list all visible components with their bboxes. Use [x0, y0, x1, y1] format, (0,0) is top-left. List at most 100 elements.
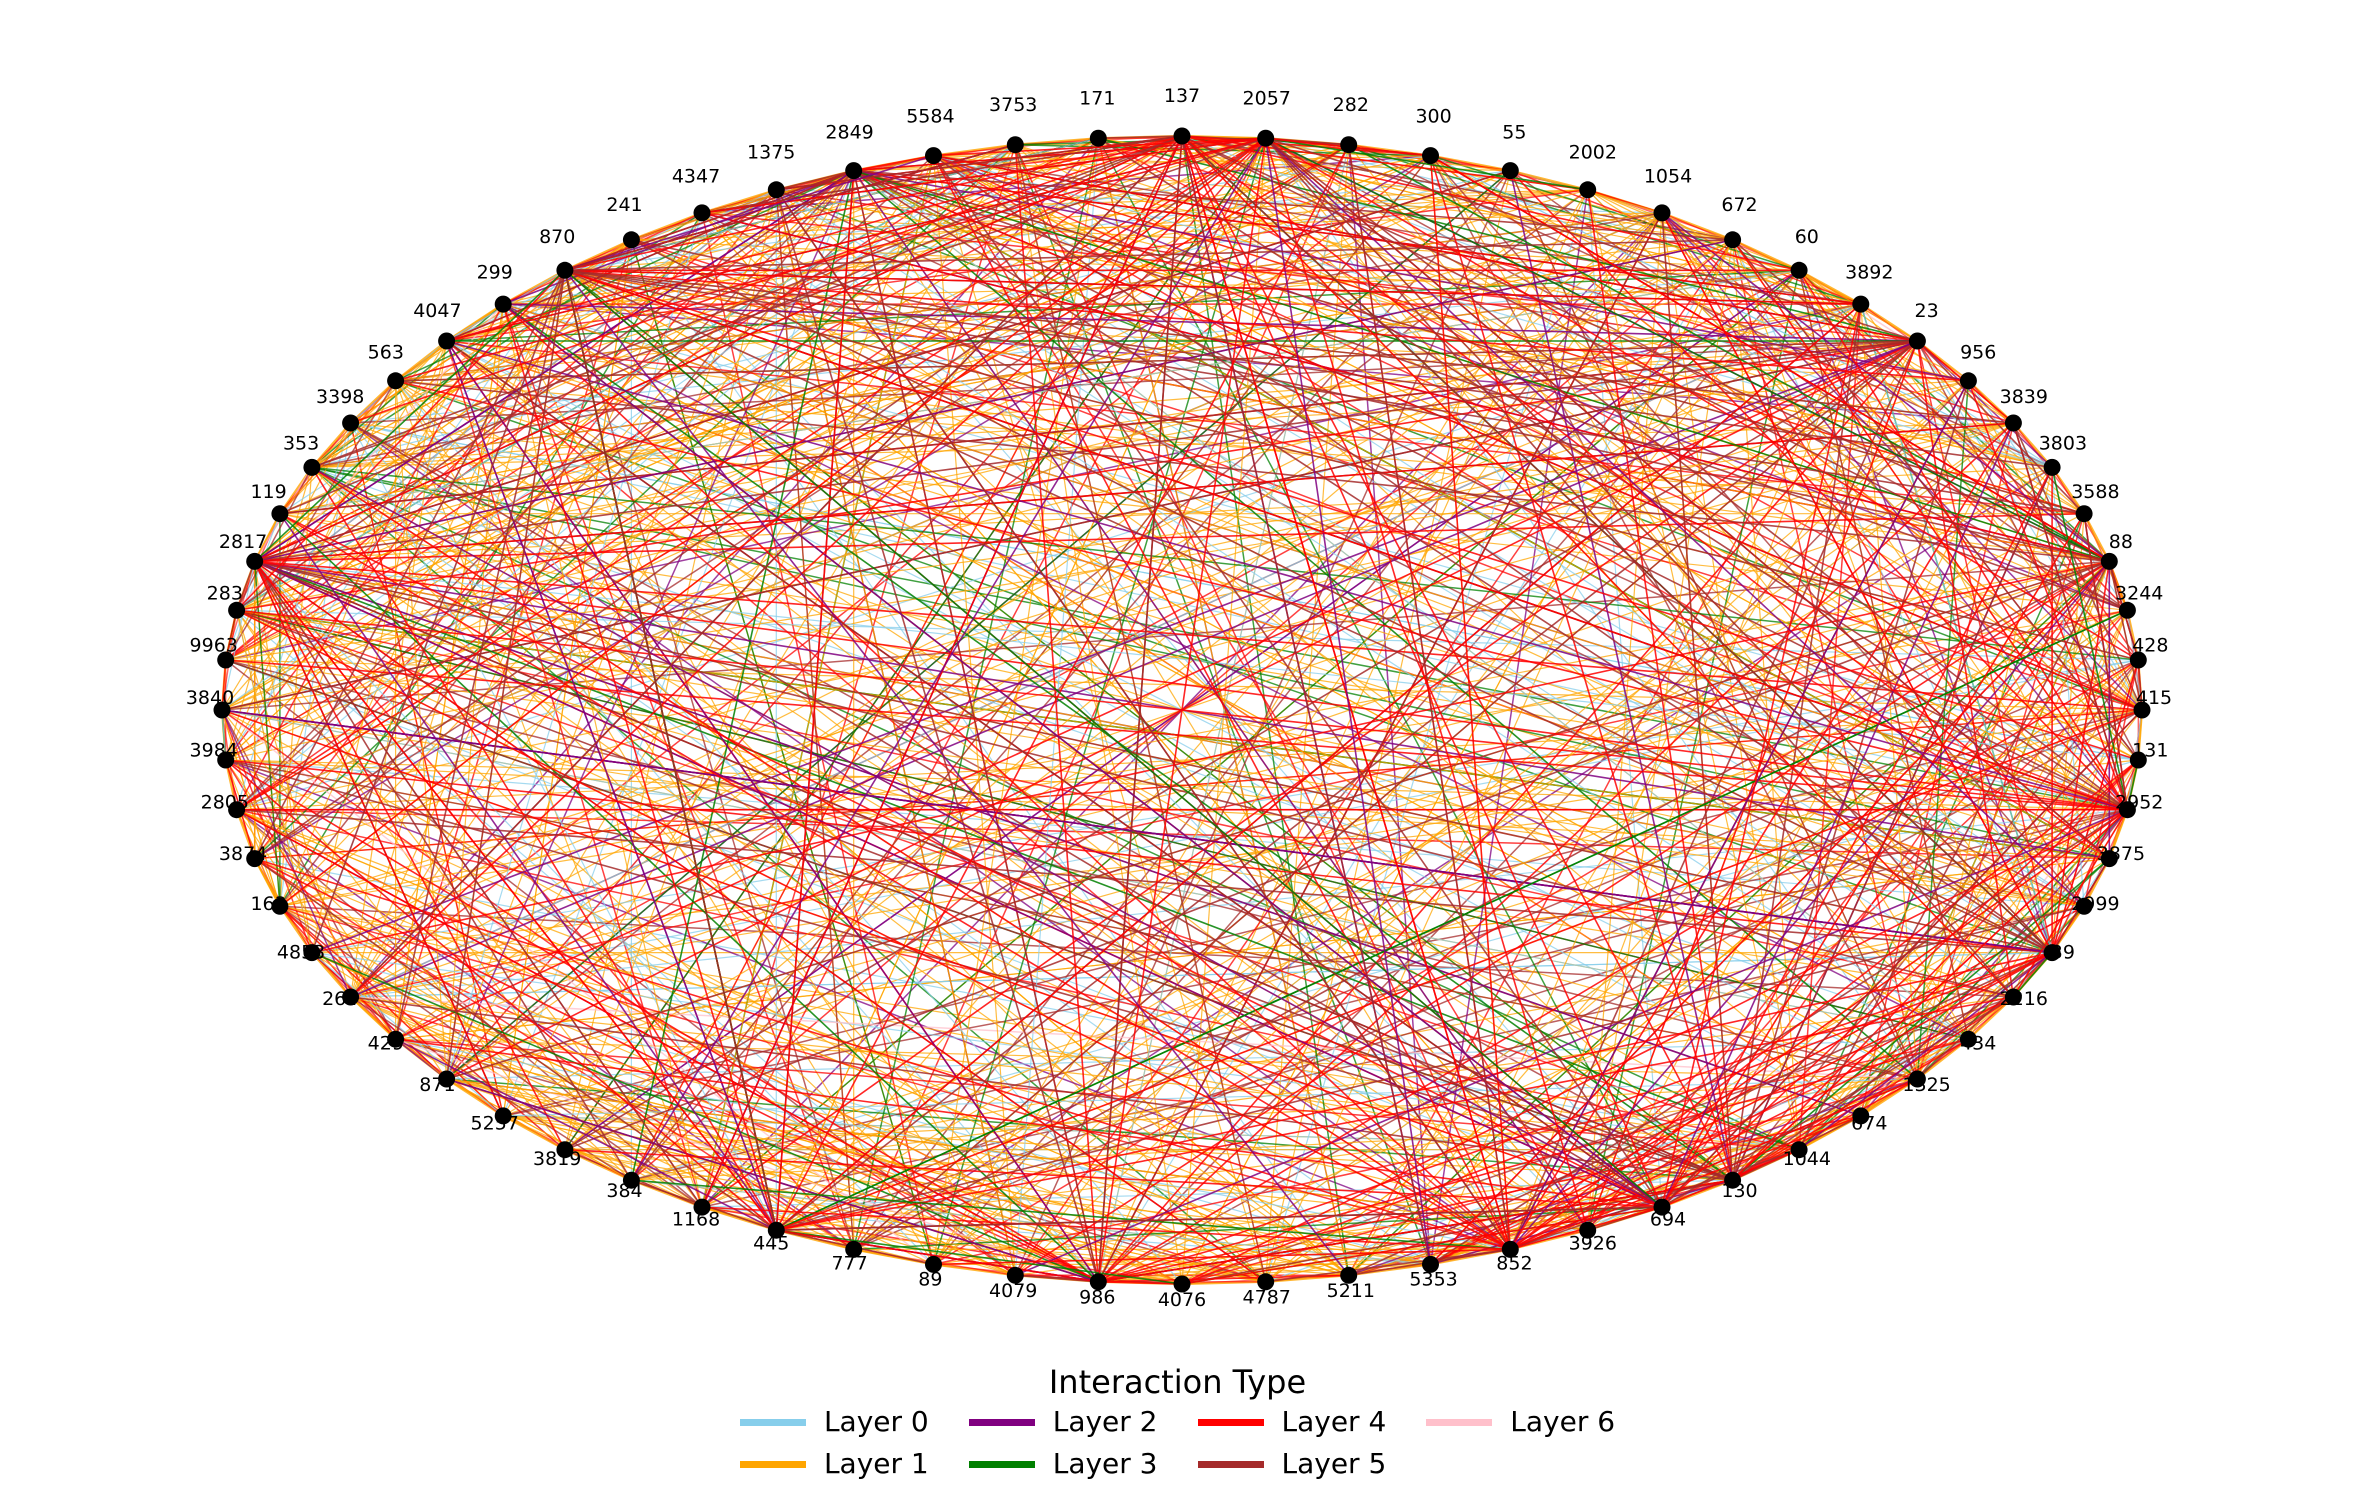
edge	[1097, 212, 1663, 1283]
edge	[1429, 155, 1969, 1040]
edge	[932, 189, 1589, 1265]
edge	[254, 560, 633, 1181]
edge	[446, 189, 1588, 342]
edge	[254, 560, 2139, 761]
node-777	[845, 1240, 863, 1258]
edge	[776, 951, 2053, 1231]
edge	[1014, 808, 2128, 1277]
edge	[776, 1206, 1663, 1231]
edge	[503, 303, 1918, 342]
edge	[446, 1078, 1431, 1265]
edge	[236, 144, 1350, 811]
edge	[564, 189, 1588, 271]
edge	[1509, 170, 1734, 1181]
edge	[701, 137, 1266, 214]
node-label-300: 300	[1415, 106, 1451, 128]
node-299	[494, 295, 512, 313]
legend-label-layer-3: Layer 3	[1052, 1447, 1158, 1480]
edge	[631, 1179, 1511, 1251]
legend-swatch-layer-6	[1426, 1418, 1493, 1426]
node-4076	[1173, 1275, 1191, 1293]
edge	[446, 212, 1663, 1080]
legend-label-layer-2: Layer 2	[1052, 1405, 1158, 1438]
node-label-119: 119	[250, 481, 286, 503]
edge	[279, 513, 777, 1231]
edge	[631, 905, 2085, 1181]
edge	[279, 135, 1183, 515]
node-label-2002: 2002	[1569, 141, 1617, 163]
edge	[775, 189, 1016, 1276]
edge	[236, 269, 566, 611]
edge	[1661, 467, 2053, 1208]
edge	[254, 560, 1733, 1181]
edge	[225, 144, 1349, 761]
edge	[254, 340, 448, 859]
node-label-131: 131	[2132, 740, 2168, 762]
edge	[236, 137, 1267, 811]
edge	[1265, 144, 1350, 1282]
edge	[1587, 189, 1800, 1150]
edge	[1732, 659, 2139, 1181]
edge	[1509, 996, 2014, 1251]
edge	[225, 380, 397, 661]
edge	[395, 212, 1663, 382]
node-label-434: 434	[1960, 1032, 1996, 1054]
edge	[1732, 951, 2053, 1181]
edge	[775, 144, 1350, 1231]
legend-item-layer-0: Layer 0	[739, 1404, 929, 1440]
edge	[1098, 137, 1918, 342]
edge	[395, 380, 2128, 811]
edge	[1587, 212, 1663, 1231]
edge	[932, 155, 1663, 1208]
node-4853	[303, 944, 321, 962]
edge	[350, 996, 1800, 1151]
edge	[1181, 996, 2014, 1285]
node-label-3874: 3874	[219, 843, 267, 865]
node-label-55: 55	[1502, 121, 1526, 143]
edge	[311, 170, 854, 468]
node-3875	[2100, 850, 2118, 868]
edge	[279, 269, 1800, 515]
edge	[311, 466, 2128, 811]
edge	[564, 137, 1099, 271]
edge	[775, 189, 855, 1250]
edge	[564, 560, 2110, 1151]
node-694	[1653, 1198, 1671, 1216]
node-layer	[213, 127, 2151, 1293]
node-label-672: 672	[1721, 194, 1757, 216]
node-563	[387, 372, 405, 390]
edge	[1098, 1115, 1861, 1283]
node-137	[1173, 127, 1191, 145]
edge	[350, 422, 1663, 1208]
edge	[933, 154, 1861, 305]
edge	[445, 340, 1099, 1283]
node-672	[1724, 231, 1742, 249]
edge	[1181, 135, 2014, 998]
edge	[254, 560, 2014, 998]
edge	[1798, 561, 2111, 1151]
edge	[1732, 809, 2128, 1181]
edge	[254, 340, 1918, 563]
edge	[701, 135, 1183, 1208]
edge	[1098, 1038, 1969, 1283]
edge	[225, 759, 777, 1231]
edge	[1264, 138, 1432, 1265]
edge	[776, 189, 2143, 711]
edge	[503, 1115, 1431, 1265]
edge	[933, 154, 2085, 515]
edge	[311, 340, 1918, 954]
edge	[394, 270, 566, 1040]
edge	[775, 212, 1663, 1231]
node-4787	[1257, 1273, 1275, 1291]
edge	[446, 1038, 1969, 1080]
edge	[701, 212, 1969, 1040]
node-label-3398: 3398	[316, 386, 364, 408]
edge	[1509, 951, 2053, 1251]
edge	[254, 560, 777, 1231]
edge	[279, 380, 397, 515]
node-871	[438, 1070, 456, 1088]
node-986	[1089, 1273, 1107, 1291]
edge	[446, 1078, 1733, 1181]
node-3839	[2004, 414, 2022, 432]
edge	[254, 135, 1183, 563]
